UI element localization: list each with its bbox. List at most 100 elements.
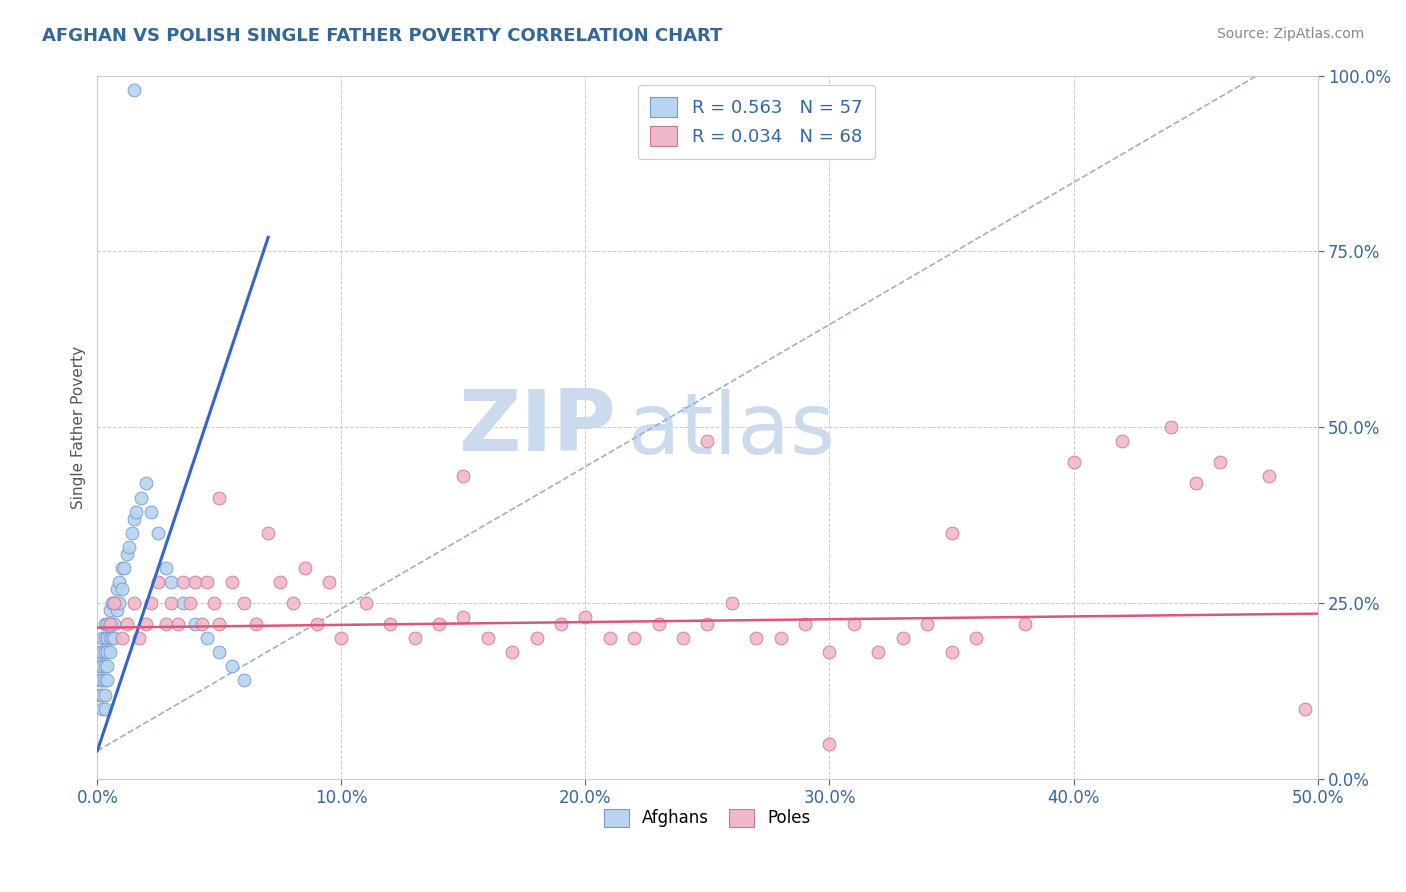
Point xyxy=(623,632,645,646)
Point xyxy=(93,632,115,646)
Point xyxy=(208,617,231,632)
Point xyxy=(453,610,475,624)
Point xyxy=(148,574,170,589)
Point xyxy=(159,596,181,610)
Point xyxy=(794,617,817,632)
Point xyxy=(96,659,118,673)
Point xyxy=(96,617,118,632)
Point xyxy=(98,617,121,632)
Point xyxy=(818,645,841,659)
Point xyxy=(98,603,121,617)
Point xyxy=(93,617,115,632)
Point xyxy=(167,617,190,632)
Point xyxy=(89,645,111,659)
Point xyxy=(204,596,226,610)
Point xyxy=(915,617,938,632)
Point xyxy=(96,673,118,688)
Point xyxy=(125,505,148,519)
Text: Source: ZipAtlas.com: Source: ZipAtlas.com xyxy=(1216,27,1364,41)
Point xyxy=(696,617,718,632)
Point xyxy=(89,688,111,702)
Point xyxy=(1294,701,1316,715)
Point xyxy=(269,574,291,589)
Point xyxy=(93,659,115,673)
Point xyxy=(941,645,963,659)
Point xyxy=(305,617,328,632)
Point xyxy=(184,617,207,632)
Point xyxy=(108,596,131,610)
Point xyxy=(1209,455,1232,469)
Point xyxy=(404,632,426,646)
Point xyxy=(195,632,218,646)
Point xyxy=(1014,617,1036,632)
Point xyxy=(103,632,125,646)
Text: AFGHAN VS POLISH SINGLE FATHER POVERTY CORRELATION CHART: AFGHAN VS POLISH SINGLE FATHER POVERTY C… xyxy=(42,27,723,45)
Point xyxy=(148,525,170,540)
Point xyxy=(526,632,548,646)
Point xyxy=(1257,469,1279,483)
Point xyxy=(91,632,114,646)
Point xyxy=(155,561,177,575)
Point xyxy=(93,645,115,659)
Point xyxy=(232,596,254,610)
Point xyxy=(501,645,523,659)
Point xyxy=(745,632,768,646)
Point xyxy=(380,617,402,632)
Point xyxy=(111,561,134,575)
Point xyxy=(115,617,138,632)
Point xyxy=(98,645,121,659)
Point xyxy=(941,525,963,540)
Point xyxy=(98,617,121,632)
Point xyxy=(647,617,669,632)
Point xyxy=(965,632,987,646)
Point xyxy=(818,737,841,751)
Point xyxy=(294,561,316,575)
Point xyxy=(159,574,181,589)
Point xyxy=(868,645,890,659)
Point xyxy=(245,617,267,632)
Point xyxy=(318,574,340,589)
Point xyxy=(179,596,201,610)
Point xyxy=(115,547,138,561)
Point xyxy=(121,525,143,540)
Point xyxy=(172,574,194,589)
Point xyxy=(135,617,157,632)
Point xyxy=(91,659,114,673)
Legend: Afghans, Poles: Afghans, Poles xyxy=(598,802,818,834)
Point xyxy=(155,617,177,632)
Point xyxy=(118,540,141,554)
Point xyxy=(103,617,125,632)
Point xyxy=(477,632,499,646)
Point xyxy=(1160,420,1182,434)
Point xyxy=(696,434,718,449)
Point xyxy=(1063,455,1085,469)
Y-axis label: Single Father Poverty: Single Father Poverty xyxy=(72,346,86,508)
Point xyxy=(111,632,134,646)
Point xyxy=(195,574,218,589)
Point xyxy=(93,688,115,702)
Point xyxy=(129,491,152,505)
Point xyxy=(122,82,145,96)
Point xyxy=(574,610,596,624)
Text: ZIP: ZIP xyxy=(458,385,616,468)
Text: atlas: atlas xyxy=(628,389,837,472)
Point xyxy=(842,617,865,632)
Point xyxy=(135,476,157,491)
Point xyxy=(101,617,124,632)
Point xyxy=(221,574,243,589)
Point xyxy=(98,632,121,646)
Point xyxy=(101,596,124,610)
Point xyxy=(89,673,111,688)
Point xyxy=(103,596,125,610)
Point xyxy=(122,596,145,610)
Point xyxy=(172,596,194,610)
Point xyxy=(128,632,150,646)
Point xyxy=(281,596,304,610)
Point xyxy=(208,645,231,659)
Point xyxy=(221,659,243,673)
Point xyxy=(232,673,254,688)
Point xyxy=(550,617,572,632)
Point xyxy=(191,617,214,632)
Point xyxy=(721,596,744,610)
Point xyxy=(91,688,114,702)
